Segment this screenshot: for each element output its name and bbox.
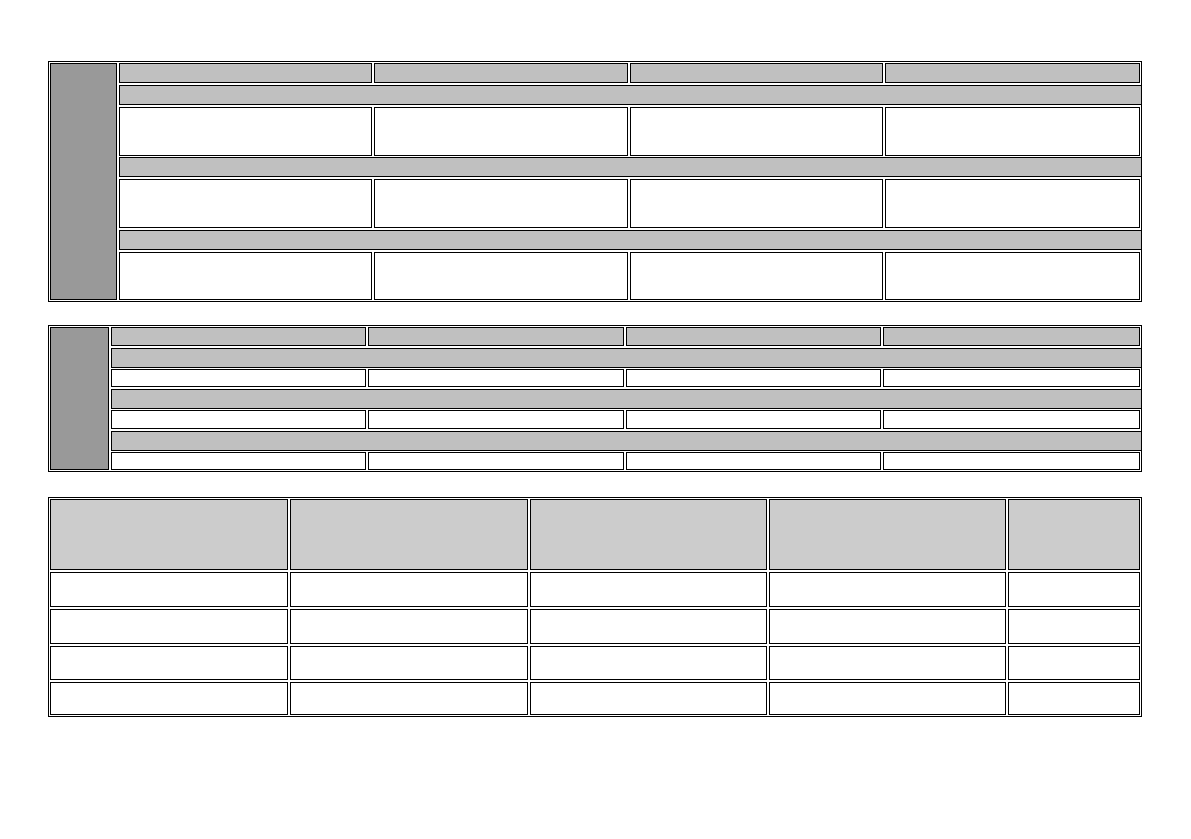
cell — [111, 452, 366, 470]
cell — [368, 452, 624, 470]
cell — [769, 646, 1006, 680]
cell — [626, 410, 881, 429]
header-cell — [885, 63, 1140, 83]
cell — [290, 646, 528, 680]
header-cell — [530, 499, 767, 570]
cell — [374, 252, 628, 300]
section-row — [111, 389, 1142, 409]
header-cell — [119, 63, 372, 83]
side-header — [50, 327, 109, 470]
cell — [50, 609, 288, 644]
header-cell — [50, 499, 288, 570]
cell — [111, 410, 366, 429]
cell — [368, 410, 624, 429]
cell — [530, 609, 767, 644]
cell — [374, 107, 628, 156]
cell — [626, 452, 881, 470]
cell — [50, 646, 288, 680]
cell — [769, 609, 1006, 644]
cell — [769, 572, 1006, 607]
section-row — [111, 431, 1142, 451]
cell — [1008, 609, 1140, 644]
header-cell — [630, 63, 883, 83]
cell — [630, 179, 883, 228]
cell — [883, 369, 1140, 387]
cell — [111, 369, 366, 387]
header-cell — [1008, 499, 1140, 570]
cell — [50, 572, 288, 607]
cell — [530, 646, 767, 680]
cell — [368, 369, 624, 387]
header-cell — [111, 327, 366, 346]
cell — [119, 252, 372, 300]
cell — [290, 609, 528, 644]
cell — [374, 179, 628, 228]
cell — [885, 179, 1140, 228]
cell — [530, 572, 767, 607]
cell — [1008, 646, 1140, 680]
cell — [119, 107, 372, 156]
cell — [290, 572, 528, 607]
header-cell — [626, 327, 881, 346]
section-row — [119, 85, 1142, 105]
header-cell — [290, 499, 528, 570]
cell — [885, 252, 1140, 300]
cell — [883, 452, 1140, 470]
cell — [630, 107, 883, 156]
cell — [50, 682, 288, 715]
header-cell — [374, 63, 628, 83]
cell — [290, 682, 528, 715]
cell — [119, 179, 372, 228]
cell — [1008, 572, 1140, 607]
header-cell — [368, 327, 624, 346]
section-row — [119, 230, 1142, 250]
cell — [769, 682, 1006, 715]
section-row — [111, 348, 1142, 368]
cell — [885, 107, 1140, 156]
side-header — [50, 63, 117, 300]
header-cell — [883, 327, 1140, 346]
section-row — [119, 157, 1142, 177]
cell — [626, 369, 881, 387]
cell — [883, 410, 1140, 429]
cell — [530, 682, 767, 715]
cell — [630, 252, 883, 300]
header-cell — [769, 499, 1006, 570]
cell — [1008, 682, 1140, 715]
